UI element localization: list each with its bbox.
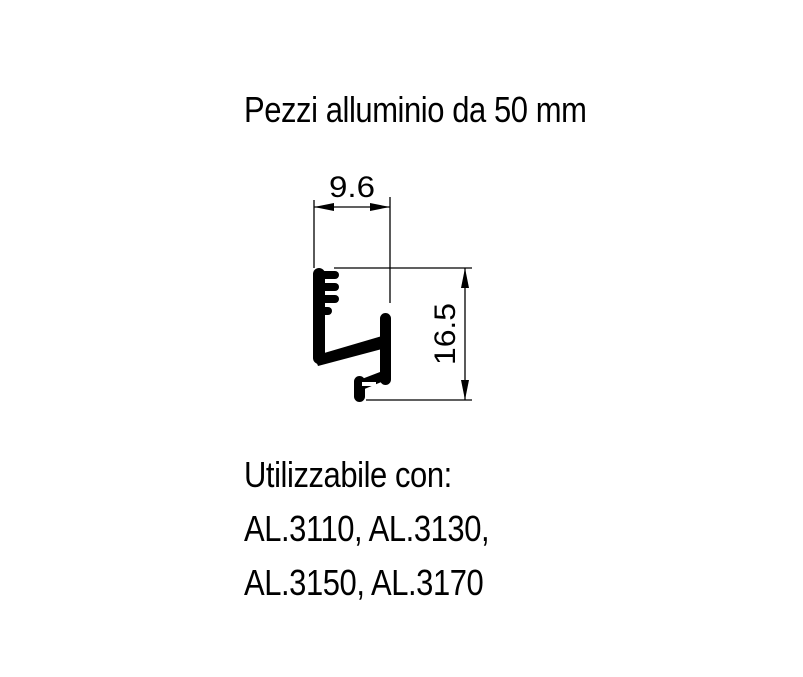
width-dimension-label: 9.6 [329,171,375,204]
drawing-title: Pezzi alluminio da 50 mm [244,89,587,130]
profile-hook-notch [362,382,376,386]
profile-tooth-2 [320,283,339,291]
width-arrow-left [314,203,334,211]
compatibility-line-1: AL.3110, AL.3130, [244,508,490,549]
width-arrow-right [370,203,390,211]
profile-tooth-3 [320,295,339,303]
profile-right-stem [380,313,391,385]
height-dimension [334,267,472,401]
profile-tooth-4 [320,307,332,315]
aluminium-profile [313,268,391,402]
profile-web [314,336,386,366]
profile-hook-foot [354,376,365,402]
compatibility-notes: Utilizzabile con: AL.3110, AL.3130, AL.3… [244,448,490,610]
profile-tooth-1 [320,271,339,279]
height-arrow-top [461,268,469,288]
compatibility-line-2: AL.3150, AL.3170 [244,562,484,603]
profile-left-leg [313,268,325,364]
height-arrow-bottom [461,380,469,400]
height-dimension-label: 16.5 [429,303,462,365]
compatibility-heading: Utilizzabile con: [244,454,452,495]
